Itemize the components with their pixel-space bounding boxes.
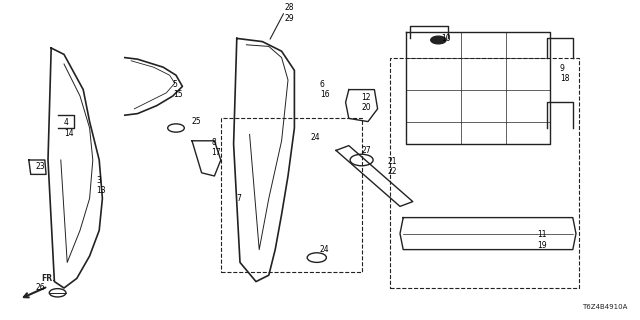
Text: 9
18: 9 18	[560, 64, 570, 83]
Text: 21
22: 21 22	[387, 157, 397, 176]
Text: 12
20: 12 20	[362, 93, 371, 112]
Text: 24: 24	[320, 245, 330, 254]
Text: 4
14: 4 14	[64, 118, 74, 138]
Text: 26: 26	[35, 284, 45, 292]
Text: 5
15: 5 15	[173, 80, 182, 99]
FancyArrowPatch shape	[24, 288, 45, 297]
Text: 7: 7	[237, 194, 242, 203]
Text: FR.: FR.	[42, 274, 56, 283]
Text: 28
29: 28 29	[285, 3, 294, 22]
Text: 8
17: 8 17	[211, 138, 221, 157]
Text: 10: 10	[442, 34, 451, 43]
Text: 27: 27	[362, 146, 371, 155]
Text: 3
13: 3 13	[96, 176, 106, 195]
Text: 23: 23	[35, 162, 45, 171]
Text: 6
16: 6 16	[320, 80, 330, 99]
Text: T6Z4B4910A: T6Z4B4910A	[582, 304, 627, 310]
Circle shape	[431, 36, 446, 44]
Text: 24: 24	[310, 133, 320, 142]
Text: 25: 25	[192, 117, 202, 126]
Text: 11
19: 11 19	[538, 230, 547, 250]
